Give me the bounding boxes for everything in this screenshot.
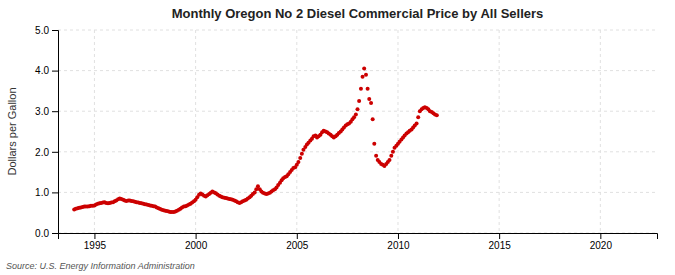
x-tick-label: 2020 bbox=[590, 240, 613, 251]
x-axis-line bbox=[59, 234, 658, 240]
point bbox=[366, 87, 370, 91]
y-tick-mark bbox=[52, 152, 58, 153]
x-tick-label: 2010 bbox=[387, 240, 410, 251]
point bbox=[416, 115, 420, 119]
x-tick-mark bbox=[398, 233, 399, 239]
y-tick: 2.0 bbox=[35, 147, 58, 158]
x-tick-mark bbox=[196, 233, 197, 239]
grid-line-x bbox=[94, 30, 95, 233]
point bbox=[387, 158, 391, 162]
x-tick-mark bbox=[297, 233, 298, 239]
y-tick-mark bbox=[52, 111, 58, 112]
x-tick-label: 2005 bbox=[286, 240, 309, 251]
point bbox=[415, 121, 419, 125]
point bbox=[298, 156, 302, 160]
y-tick-mark bbox=[52, 71, 58, 72]
point bbox=[371, 117, 375, 121]
x-tick-mark bbox=[600, 233, 601, 239]
y-tick: 4.0 bbox=[35, 65, 58, 76]
chart-svg: 1995 2000 2005 2010 2015 2020 0.0 1.0 2.0 3.0 4.0 5… bbox=[0, 0, 675, 275]
x-axis: 1995 2000 2005 2010 2015 2020 bbox=[59, 233, 658, 251]
y-axis-title: Dollars per Gallon bbox=[6, 87, 18, 175]
y-tick-label: 2.0 bbox=[35, 147, 49, 158]
point bbox=[356, 107, 360, 111]
point bbox=[361, 75, 365, 79]
point bbox=[296, 160, 300, 164]
chart-container: 1995 2000 2005 2010 2015 2020 0.0 1.0 2.0 3.0 4.0 5… bbox=[0, 0, 675, 275]
grid-line-x bbox=[499, 30, 500, 233]
y-tick-label: 0.0 bbox=[35, 228, 49, 239]
y-axis-line bbox=[52, 31, 59, 234]
x-tick: 2020 bbox=[590, 233, 613, 251]
point bbox=[372, 142, 376, 146]
grid-line-y bbox=[58, 30, 657, 31]
point bbox=[369, 101, 373, 105]
point bbox=[359, 87, 363, 91]
x-tick-label: 2015 bbox=[489, 240, 512, 251]
grid-line-y bbox=[58, 192, 657, 193]
point bbox=[364, 73, 368, 77]
x-tick: 2010 bbox=[387, 233, 410, 251]
y-tick: 0.0 bbox=[35, 228, 58, 239]
x-tick-mark bbox=[499, 233, 500, 239]
grid-line-x bbox=[296, 30, 297, 233]
grid-line-x bbox=[600, 30, 601, 233]
grid bbox=[58, 30, 657, 233]
point bbox=[374, 154, 378, 158]
grid-line-x bbox=[397, 30, 398, 233]
point bbox=[357, 99, 361, 103]
y-tick-label: 1.0 bbox=[35, 187, 49, 198]
point bbox=[354, 112, 358, 116]
point bbox=[391, 150, 395, 154]
annotation: Source: U.S. Energy Information Administ… bbox=[6, 261, 195, 271]
y-tick-label: 4.0 bbox=[35, 65, 49, 76]
y-tick-label: 5.0 bbox=[35, 25, 49, 36]
x-tick: 2005 bbox=[286, 233, 309, 251]
y-tick-mark bbox=[52, 192, 58, 193]
point bbox=[362, 67, 366, 71]
x-tick: 2000 bbox=[185, 233, 208, 251]
y-tick-mark bbox=[52, 233, 58, 234]
x-tick-mark bbox=[94, 233, 95, 239]
chart-title: Monthly Oregon No 2 Diesel Commercial Pr… bbox=[172, 6, 544, 21]
x-tick-label: 1995 bbox=[84, 240, 107, 251]
grid-line-y bbox=[58, 70, 657, 71]
y-axis: 0.0 1.0 2.0 3.0 4.0 5.0 bbox=[35, 25, 58, 239]
y-tick: 5.0 bbox=[35, 25, 58, 36]
x-tick: 1995 bbox=[84, 233, 107, 251]
point bbox=[435, 113, 439, 117]
y-tick-mark bbox=[52, 30, 58, 31]
y-tick: 3.0 bbox=[35, 106, 58, 117]
x-tick-label: 2000 bbox=[185, 240, 208, 251]
point bbox=[367, 97, 371, 101]
x-tick: 2015 bbox=[489, 233, 512, 251]
point bbox=[300, 152, 304, 156]
points bbox=[72, 67, 439, 214]
plot-area: 1995 2000 2005 2010 2015 2020 0.0 1.0 2.0 3.0 4.0 5… bbox=[35, 25, 657, 251]
grid-line-y bbox=[58, 151, 657, 152]
y-tick: 1.0 bbox=[35, 187, 58, 198]
y-tick-label: 3.0 bbox=[35, 106, 49, 117]
point bbox=[389, 154, 393, 158]
